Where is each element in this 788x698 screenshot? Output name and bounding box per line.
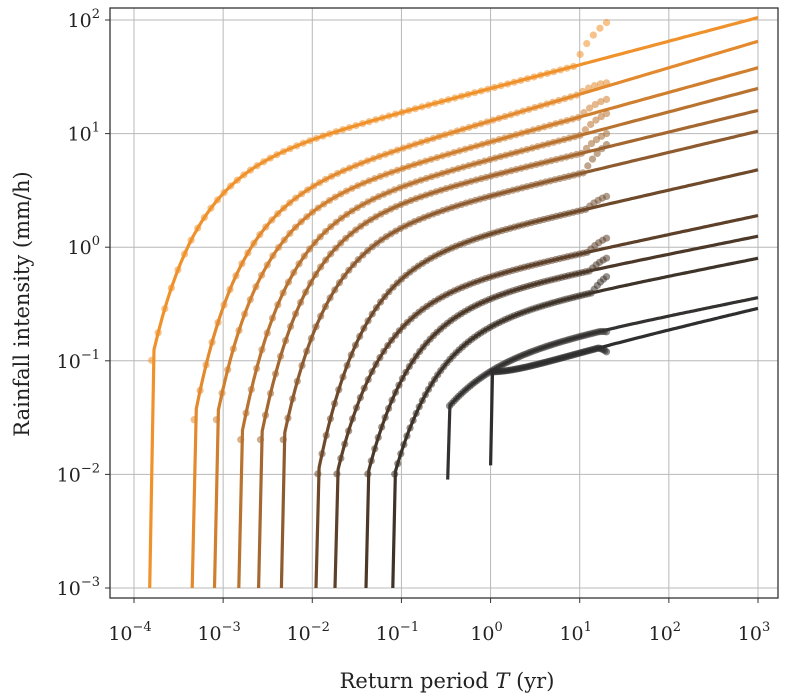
data-point xyxy=(602,130,611,138)
data-point xyxy=(598,145,606,153)
data-point xyxy=(597,98,605,106)
plot-frame xyxy=(109,7,779,599)
data-point xyxy=(585,104,594,112)
series-10 xyxy=(391,256,759,589)
fit-curve xyxy=(190,39,759,589)
data-point xyxy=(602,192,611,201)
x-tick-label: 100 xyxy=(470,620,502,645)
series-group xyxy=(147,16,759,589)
y-tick-label: 10−3 xyxy=(57,575,100,600)
data-point xyxy=(602,254,611,262)
data-point xyxy=(602,109,611,118)
fit-curve xyxy=(237,86,759,589)
series-4 xyxy=(237,86,759,589)
data-point xyxy=(596,80,605,88)
data-point xyxy=(602,234,611,242)
data-point xyxy=(587,120,595,129)
x-tick-label: 102 xyxy=(649,620,681,645)
series-8 xyxy=(333,213,759,589)
data-point xyxy=(591,100,599,109)
data-point xyxy=(596,24,604,32)
series-5 xyxy=(256,108,759,589)
x-tick-label: 10−4 xyxy=(108,620,151,645)
data-point xyxy=(576,50,584,58)
fit-curve xyxy=(257,108,759,589)
series-1 xyxy=(147,16,759,589)
x-tick-label: 103 xyxy=(738,620,770,645)
x-tick-label: 10−2 xyxy=(287,620,330,645)
y-axis-label: Rainfall intensity (mm/h) xyxy=(10,171,34,436)
fit-curve xyxy=(446,296,759,480)
series-2 xyxy=(190,39,759,589)
fit-curve xyxy=(489,306,759,466)
fit-curve xyxy=(333,213,759,589)
x-axis-ticks: 10−4 10−3 10−2 10−1 100 101 102 103 xyxy=(108,598,770,645)
y-tick-label: 10−1 xyxy=(57,348,100,373)
data-point xyxy=(593,149,601,158)
data-point xyxy=(597,112,605,121)
y-tick-label: 101 xyxy=(68,121,100,146)
data-point xyxy=(587,139,596,148)
data-point xyxy=(581,126,589,134)
series-6 xyxy=(279,129,759,589)
series-11 xyxy=(445,296,759,480)
data-point xyxy=(602,141,611,149)
y-tick-label: 10−2 xyxy=(57,461,100,486)
series-9 xyxy=(364,234,759,589)
series-7 xyxy=(314,168,759,589)
data-point xyxy=(602,95,611,104)
x-axis-label: Return period T (yr) xyxy=(340,669,555,693)
data-point xyxy=(602,273,611,281)
fit-curve xyxy=(391,256,759,589)
series-12 xyxy=(488,306,759,466)
grid xyxy=(110,8,778,598)
x-tick-label: 101 xyxy=(559,620,591,645)
y-tick-label: 100 xyxy=(68,234,100,259)
data-point xyxy=(589,31,597,39)
y-tick-label: 102 xyxy=(68,7,100,32)
fit-curve xyxy=(314,168,759,589)
x-tick-label: 10−3 xyxy=(197,620,240,645)
series-3 xyxy=(212,66,759,589)
data-point xyxy=(592,116,600,124)
data-point xyxy=(584,162,592,170)
data-point xyxy=(602,18,611,27)
y-axis-ticks: 10−3 10−2 10−1 100 101 102 xyxy=(57,7,110,600)
data-point xyxy=(602,348,611,356)
data-point xyxy=(583,39,591,48)
fit-curve xyxy=(279,129,759,589)
data-point xyxy=(590,81,599,90)
fit-curve xyxy=(148,16,759,589)
fit-curve xyxy=(212,66,759,589)
data-point xyxy=(588,155,597,163)
fit-curve xyxy=(364,234,759,589)
x-tick-label: 10−1 xyxy=(376,620,419,645)
